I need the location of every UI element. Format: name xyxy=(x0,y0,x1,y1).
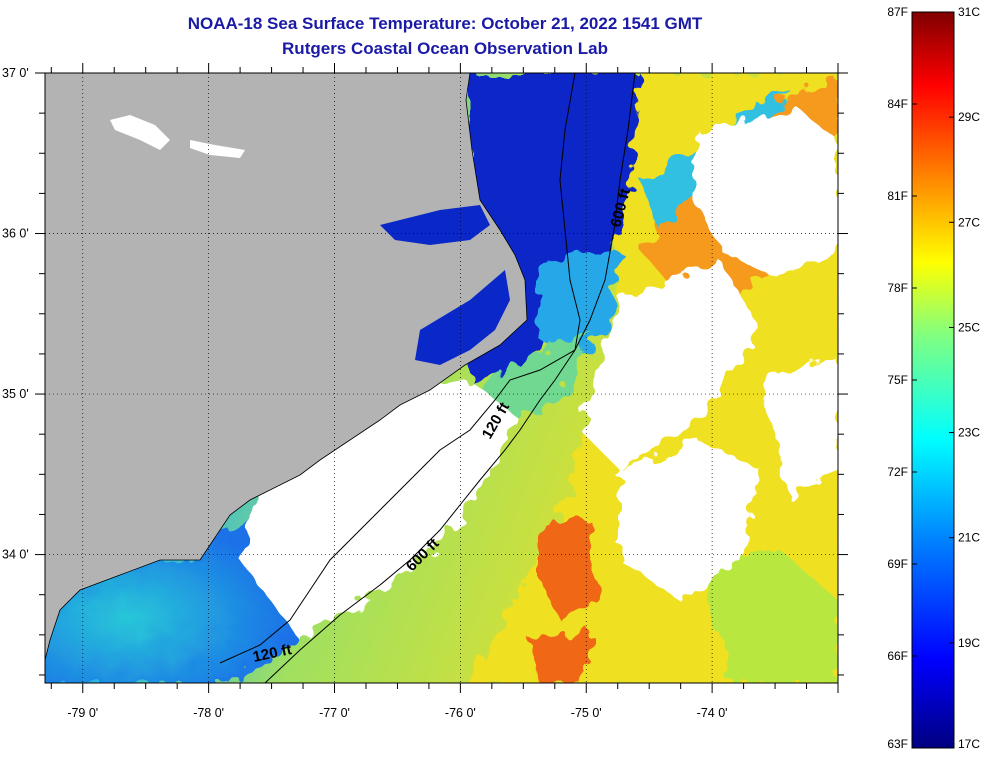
warm-patch-orange-south xyxy=(530,630,590,683)
fahrenheit-label: 72F xyxy=(887,465,908,479)
celsius-label: 21C xyxy=(958,531,980,545)
fahrenheit-label: 66F xyxy=(887,649,908,663)
latitude-label: 34 0' xyxy=(2,548,29,562)
latitude-labels: 37 0' 36 0' 35 0' 34 0' xyxy=(2,66,29,562)
longitude-label: -79 0' xyxy=(67,706,98,720)
fahrenheit-label: 69F xyxy=(887,557,908,571)
fahrenheit-label: 63F xyxy=(887,737,908,751)
shelf-water-green xyxy=(480,330,590,420)
ticks xyxy=(35,63,848,693)
isobaths xyxy=(219,72,636,684)
graticule xyxy=(45,73,838,683)
celsius-label: 25C xyxy=(958,320,980,334)
longitude-label: -78 0' xyxy=(193,706,224,720)
cloud-mask-ne xyxy=(690,110,838,280)
estuary-2 xyxy=(190,140,245,158)
longitude-label: -75 0' xyxy=(571,706,602,720)
fahrenheit-label: 84F xyxy=(887,97,908,111)
latitude-label: 37 0' xyxy=(2,66,29,80)
cloud-mask-east xyxy=(760,360,838,500)
color-scale-bar xyxy=(911,11,955,749)
celsius-label: 23C xyxy=(958,426,980,440)
latitude-label: 35 0' xyxy=(2,387,29,401)
longitude-label: -74 0' xyxy=(697,706,728,720)
celsius-labels: 31C 29C 27C 25C 23C 21C 19C 17C xyxy=(949,5,980,751)
warm-patch-orange xyxy=(540,520,600,620)
fahrenheit-label: 87F xyxy=(887,5,908,19)
albemarle-sound xyxy=(380,205,490,245)
latitude-label: 36 0' xyxy=(2,227,29,241)
celsius-label: 29C xyxy=(958,110,980,124)
celsius-label: 17C xyxy=(958,737,980,751)
pamlico-sound xyxy=(415,270,510,365)
fahrenheit-label: 75F xyxy=(887,373,908,387)
celsius-label: 27C xyxy=(958,215,980,229)
longitude-labels: -79 0' -78 0' -77 0' -76 0' -75 0' -74 0' xyxy=(67,706,727,720)
fahrenheit-label: 81F xyxy=(887,189,908,203)
cloud-mask-se xyxy=(620,440,760,600)
isobath-600-north xyxy=(264,72,636,684)
longitude-label: -76 0' xyxy=(445,706,476,720)
shelf-water-cyan xyxy=(540,250,620,360)
map-subtitle: Rutgers Coastal Ocean Observation Lab xyxy=(282,39,608,58)
warm-patch-green xyxy=(700,550,838,683)
cloud-mask-central xyxy=(580,260,760,470)
estuary-1 xyxy=(110,115,170,150)
map-title: NOAA-18 Sea Surface Temperature: October… xyxy=(187,14,703,33)
map-frame xyxy=(44,72,839,684)
fahrenheit-label: 78F xyxy=(887,281,908,295)
longitude-label: -77 0' xyxy=(319,706,350,720)
celsius-label: 19C xyxy=(958,636,980,650)
isobath-120-north xyxy=(219,72,581,664)
celsius-label: 31C xyxy=(958,5,980,19)
fahrenheit-labels: 87F 84F 81F 78F 75F 72F 69F 66F 63F xyxy=(887,5,917,751)
